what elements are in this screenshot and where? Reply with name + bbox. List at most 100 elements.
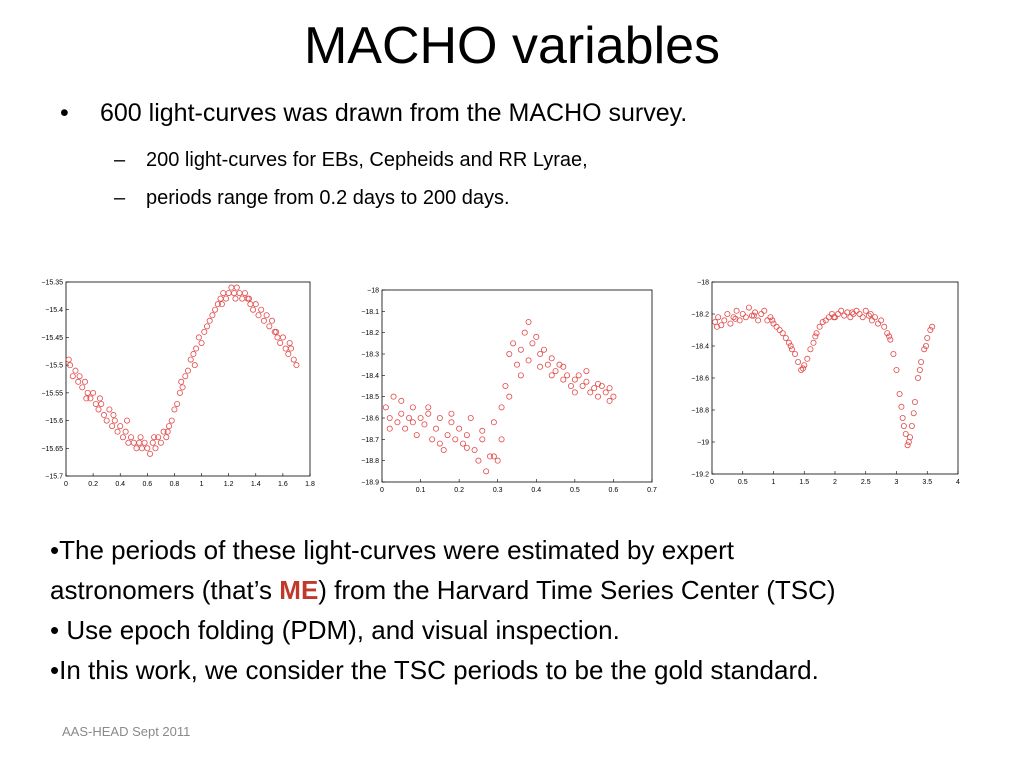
data-point <box>263 312 270 319</box>
data-point <box>436 414 443 421</box>
data-point <box>471 446 478 453</box>
light-curve-chart-1: 0 0.2 0.4 0.6 0.8 1 1.2 1.4 1.6 1.8 −15.35 −15.4 −15… <box>41 280 315 489</box>
data-point <box>795 359 802 366</box>
data-point <box>394 419 401 426</box>
body-line-2-before: astronomers (that’s <box>50 575 280 605</box>
data-point <box>106 406 113 413</box>
data-point <box>171 406 178 413</box>
data-point <box>122 428 129 435</box>
data-point <box>831 314 838 321</box>
data-point <box>245 295 252 302</box>
data-point <box>896 391 903 398</box>
data-point <box>203 323 210 330</box>
data-point <box>924 335 931 342</box>
data-point <box>84 389 91 396</box>
y-tick-label: −18.4 <box>691 344 709 351</box>
data-point <box>884 330 891 337</box>
data-point <box>715 314 722 321</box>
x-tick-label: 2.5 <box>861 479 871 486</box>
data-point <box>274 334 281 341</box>
data-point <box>537 363 544 370</box>
body-line-2: astronomers (that’s ME) from the Harvard… <box>50 570 1010 610</box>
data-point <box>141 439 148 446</box>
data-point <box>114 428 121 435</box>
data-point <box>193 345 200 352</box>
main-bullet-text: 600 light-curves was drawn from the MACH… <box>100 99 688 127</box>
data-point <box>184 367 191 374</box>
data-point <box>398 397 405 404</box>
x-tick-label: 0.2 <box>88 481 98 488</box>
data-point <box>810 339 817 346</box>
plot-frame <box>381 289 653 483</box>
y-tick-label: −15.55 <box>41 390 63 397</box>
data-point <box>785 339 792 346</box>
data-point <box>293 362 300 369</box>
y-tick-label: −15.7 <box>45 474 63 481</box>
data-point <box>487 453 494 460</box>
data-point <box>724 311 731 318</box>
data-point <box>835 311 842 318</box>
data-point <box>79 384 86 391</box>
x-tick-label: 0.6 <box>142 481 152 488</box>
data-point <box>144 445 151 452</box>
data-point <box>745 304 752 311</box>
data-point <box>902 430 909 437</box>
data-point <box>421 421 428 428</box>
data-point <box>908 422 915 429</box>
data-point <box>591 385 598 392</box>
data-point <box>923 343 930 350</box>
x-tick-label: 0.1 <box>416 487 426 494</box>
x-tick-label: 4 <box>956 479 960 486</box>
x-tick-label: 1.6 <box>278 481 288 488</box>
data-point <box>865 312 872 319</box>
data-point <box>767 314 774 321</box>
data-point <box>92 400 99 407</box>
y-tick-label: −19.2 <box>691 472 709 479</box>
x-tick-label: 2 <box>833 479 837 486</box>
data-point <box>571 389 578 396</box>
data-point <box>856 311 863 318</box>
data-point <box>282 345 289 352</box>
data-point <box>812 333 819 340</box>
data-point <box>764 317 771 324</box>
data-point <box>133 445 140 452</box>
data-point <box>65 356 72 363</box>
data-point <box>475 457 482 464</box>
sub-bullet-marker: – <box>114 187 126 209</box>
y-tick-label: −15.35 <box>41 280 63 287</box>
data-point <box>214 301 221 308</box>
data-point <box>579 383 586 390</box>
x-tick-label: 1.5 <box>799 479 809 486</box>
data-point <box>406 414 413 421</box>
data-point <box>862 307 869 314</box>
data-point <box>868 317 875 324</box>
data-point <box>413 432 420 439</box>
body-text: •The periods of these light-curves were … <box>50 530 1010 690</box>
data-point <box>195 334 202 341</box>
data-point <box>448 419 455 426</box>
x-tick-label: 1.8 <box>305 481 315 488</box>
data-point <box>552 368 559 375</box>
y-tick-label: −18.3 <box>361 352 379 359</box>
data-point <box>386 414 393 421</box>
y-tick-label: −18.1 <box>361 309 379 316</box>
data-point <box>742 314 749 321</box>
data-point <box>529 340 536 347</box>
data-point <box>425 410 432 417</box>
bullet-marker: • <box>60 99 69 127</box>
data-point <box>548 372 555 379</box>
data-point <box>907 434 914 441</box>
data-point <box>147 450 154 457</box>
data-point <box>537 351 544 358</box>
data-point <box>67 362 74 369</box>
body-line-4: •In this work, we consider the TSC perio… <box>50 655 819 685</box>
body-line-1: •The periods of these light-curves were … <box>50 535 734 565</box>
data-point <box>878 317 885 324</box>
data-point <box>479 427 486 434</box>
y-tick-label: −15.5 <box>45 363 63 370</box>
data-point <box>915 375 922 382</box>
y-tick-label: −18.8 <box>691 408 709 415</box>
data-point <box>927 327 934 334</box>
data-point <box>910 410 917 417</box>
data-point <box>490 419 497 426</box>
